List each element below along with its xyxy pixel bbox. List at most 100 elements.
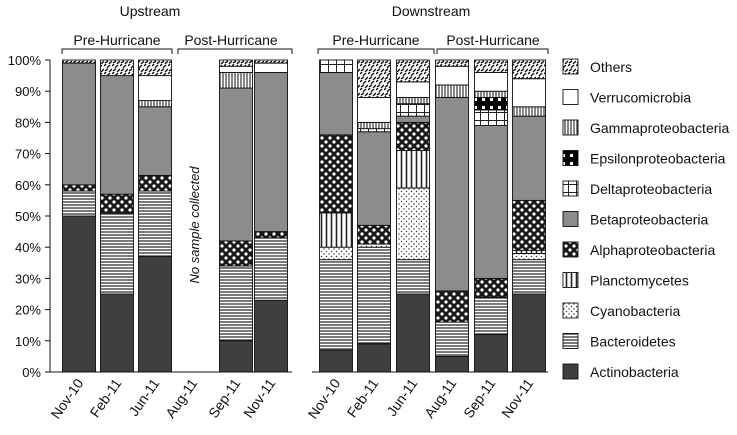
bar-segment <box>512 78 546 108</box>
legend-item: Bacteroidetes <box>562 333 676 350</box>
bar-segment <box>474 125 508 279</box>
bar-segment <box>396 59 430 83</box>
bar-segment <box>254 231 288 239</box>
legend-swatch <box>562 180 579 197</box>
bar-segment <box>357 128 391 133</box>
bar-segment <box>219 65 253 73</box>
group-label-upstream-pre: Pre-Hurricane <box>73 32 160 48</box>
legend-swatch <box>562 241 579 258</box>
no-sample-annotation: No sample collected <box>187 166 202 284</box>
bar-segment <box>474 90 508 98</box>
legend-swatch <box>562 272 579 288</box>
y-tick-label: 100% <box>8 53 42 68</box>
legend-label: Alphaproteobacteria <box>590 242 716 258</box>
bar-segment <box>396 150 430 189</box>
bar-segment <box>319 259 353 351</box>
legend-item: Alphaproteobacteria <box>562 241 716 258</box>
group-bracket-downstream-pre <box>317 48 435 54</box>
bar-segment <box>474 59 508 73</box>
bar-segment <box>357 59 391 98</box>
legend-item: Others <box>562 58 632 75</box>
legend-item: Verrucomicrobia <box>562 89 691 106</box>
legend-swatch <box>562 333 579 349</box>
bar-segment <box>396 103 430 117</box>
bar-segment <box>435 321 469 357</box>
bar-segment <box>474 109 508 126</box>
x-tick-label: Sep-11 <box>460 375 499 420</box>
y-tick-label: 20% <box>15 303 41 318</box>
bar-segment <box>319 349 353 373</box>
bar-segment <box>396 96 430 105</box>
group-bracket-downstream-post <box>436 48 549 54</box>
legend-label: Betaproteobacteria <box>590 212 709 228</box>
legend-swatch <box>562 211 579 227</box>
panel-title-upstream: Upstream <box>120 3 181 19</box>
bar-segment <box>512 106 546 117</box>
bar-segment <box>219 59 253 67</box>
bar-segment <box>62 62 96 186</box>
bar-segment <box>512 252 546 261</box>
bar-segment <box>100 212 134 295</box>
x-tick-label: Nov-10 <box>47 375 86 421</box>
bar-segment <box>138 100 172 108</box>
legend-item: Cyanobacteria <box>562 302 680 319</box>
panel-titles: Upstream Downstream <box>120 3 471 19</box>
x-tick-label: Feb-11 <box>86 375 124 420</box>
bar-segment <box>435 96 469 292</box>
legend-swatch <box>562 302 579 319</box>
bar-segment <box>138 256 172 373</box>
x-tick-label: Nov-11 <box>498 375 537 420</box>
legend-label: Planctomycetes <box>590 273 689 289</box>
bar-segment <box>319 72 353 136</box>
bar-segment <box>319 59 353 73</box>
bar-segment <box>396 121 430 151</box>
bar-segment <box>396 115 430 123</box>
bar-segment <box>100 75 134 195</box>
y-tick-group: 0% 10% 20% 30% 40% 50% 60% 70% 80% 90% 100% <box>8 53 50 380</box>
group-bracket-upstream-pre <box>61 48 173 54</box>
bar-segment <box>435 355 469 373</box>
legend: Others Verrucomicrobia Gammaproteobacteria… <box>562 58 730 380</box>
y-tick-label: 50% <box>15 209 41 224</box>
bar-segment <box>254 62 288 73</box>
bar-stack <box>254 59 288 373</box>
y-tick-label: 60% <box>15 178 41 193</box>
bar-segment <box>219 340 253 373</box>
bar-stack <box>100 59 134 373</box>
legend-swatch <box>562 89 579 105</box>
group-label-downstream-pre: Pre-Hurricane <box>332 32 419 48</box>
bar-segment <box>319 212 353 248</box>
legend-label: Actinobacteria <box>590 364 679 380</box>
bar-segment <box>512 259 546 295</box>
bar-segment <box>138 59 172 77</box>
panel-title-downstream: Downstream <box>392 3 471 19</box>
legend-label: Deltaproteobacteria <box>590 181 712 197</box>
bar-segment <box>100 59 134 77</box>
bar-stack <box>62 59 96 373</box>
bar-segment <box>357 96 391 123</box>
bar-segment <box>474 334 508 373</box>
bar-stack <box>512 59 546 373</box>
bar-stack <box>474 59 508 373</box>
bar-stack <box>138 59 172 373</box>
y-tick-label: 90% <box>15 84 41 99</box>
y-tick-label: 10% <box>15 334 41 349</box>
bar-segment <box>435 84 469 98</box>
bar-segment <box>138 75 172 102</box>
legend-label: Epsilonproteobacteria <box>590 151 726 167</box>
bar-segment <box>62 59 96 64</box>
y-tick-label: 70% <box>15 147 41 162</box>
legend-item: Gammaproteobacteria <box>562 119 730 136</box>
y-tick-label: 30% <box>15 271 41 286</box>
bar-segment <box>100 293 134 373</box>
bar-segment <box>138 190 172 258</box>
group-bracket-upstream-post <box>177 48 293 54</box>
bar-stack <box>396 59 430 373</box>
legend-label: Cyanobacteria <box>590 303 680 319</box>
bar-segment <box>357 243 391 248</box>
bar-segment <box>319 246 353 261</box>
y-tick-label: 0% <box>22 365 41 380</box>
bar-segment <box>396 187 430 261</box>
legend-swatch <box>562 150 579 166</box>
bars-group <box>62 59 546 373</box>
